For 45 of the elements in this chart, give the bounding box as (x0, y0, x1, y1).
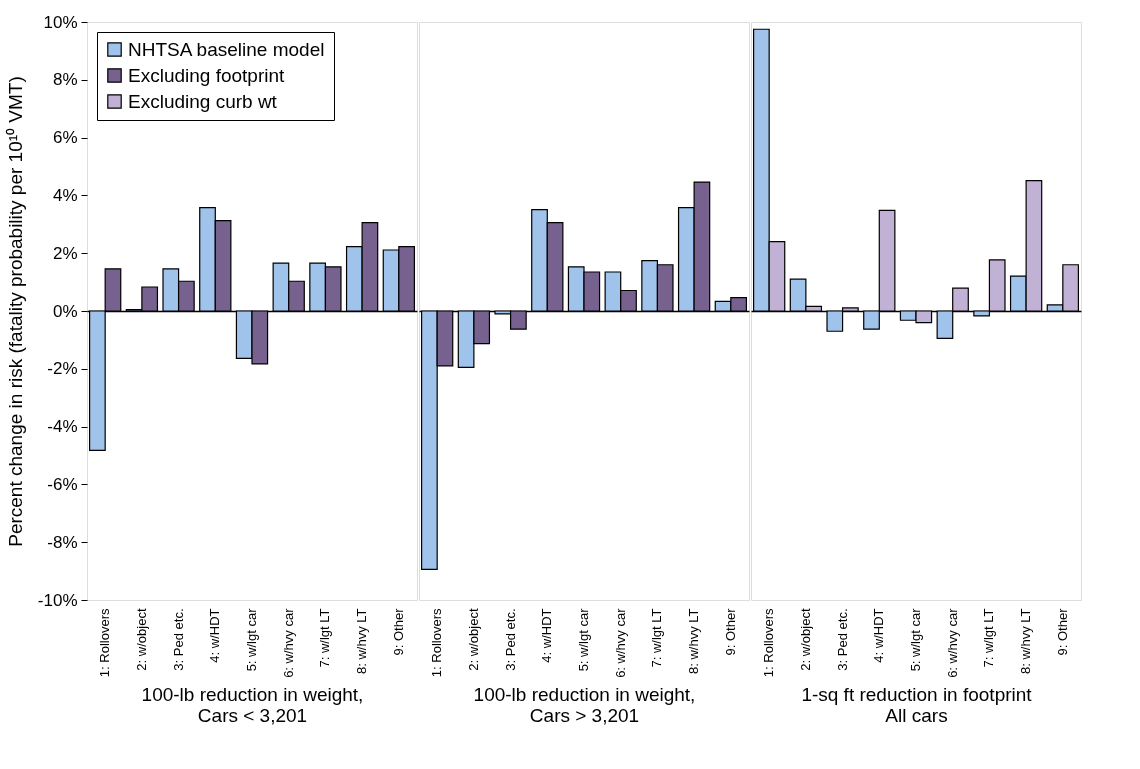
x-axis-title: 100-lb reduction in weight, Cars < 3,201 (141, 683, 364, 726)
x-tick-label: 4: w/HDT (871, 608, 887, 663)
y-tick-label: -4% (47, 417, 78, 437)
y-tick-label: 8% (52, 70, 78, 90)
x-tick-label: 7: w/lgt LT (317, 608, 333, 668)
x-tick-label: 3: Ped etc. (170, 608, 186, 671)
x-tick-label: 3: Ped etc. (502, 608, 518, 671)
x-tick-label: 1: Rollovers (97, 608, 113, 678)
y-tick-label: -10% (37, 590, 78, 610)
x-tick-label: 1: Rollovers (429, 608, 445, 678)
x-tick-label: 9: Other (390, 607, 406, 656)
x-tick-label: 9: Other (1054, 607, 1070, 656)
x-tick-label: 2: w/object (797, 608, 813, 671)
x-tick-label: 5: w/lgt car (908, 607, 923, 672)
x-tick-label: 7: w/lgt LT (981, 608, 997, 668)
x-tick-label: 4: w/HDT (539, 608, 555, 663)
x-tick-label: 8: w/hvy LT (1018, 608, 1034, 675)
legend-label: Excluding footprint (128, 64, 286, 86)
x-tick-label: 6: w/hvy car (612, 607, 628, 678)
x-tick-label: 5: w/lgt car (576, 607, 591, 672)
x-tick-label: 4: w/HDT (207, 608, 223, 663)
x-tick-label: 8: w/hvy LT (354, 608, 370, 675)
y-tick-label: 6% (52, 128, 78, 148)
x-tick-label: 1: Rollovers (761, 608, 777, 678)
x-tick-label: 9: Other (722, 607, 738, 656)
y-tick-label: -6% (47, 474, 78, 494)
y-tick-label: -2% (47, 359, 78, 379)
x-tick-label: 6: w/hvy car (280, 607, 296, 678)
y-axis-title: Percent change in risk (fatality probability per 10¹⁰ VMT) (4, 76, 26, 547)
x-tick-label: 2: w/object (465, 608, 481, 671)
y-tick-label: 10% (43, 12, 78, 32)
x-tick-label: 7: w/lgt LT (649, 608, 665, 668)
x-axis-title: 1-sq ft reduction in footprint All cars (801, 683, 1033, 726)
x-tick-label: 5: w/lgt car (244, 607, 259, 672)
x-tick-label: 3: Ped etc. (834, 608, 850, 671)
x-tick-label: 8: w/hvy LT (686, 608, 702, 675)
y-tick-label: -8% (47, 532, 78, 552)
x-tick-label: 2: w/object (133, 608, 149, 671)
x-tick-label: 6: w/hvy car (944, 607, 960, 678)
y-tick-label: 0% (52, 301, 78, 321)
legend-label: NHTSA baseline model (128, 38, 325, 60)
x-axis-title: 100-lb reduction in weight, Cars > 3,201 (473, 683, 696, 726)
y-tick-label: 2% (52, 243, 78, 263)
y-tick-label: 4% (52, 185, 78, 205)
legend-label: Excluding curb wt (128, 90, 278, 112)
